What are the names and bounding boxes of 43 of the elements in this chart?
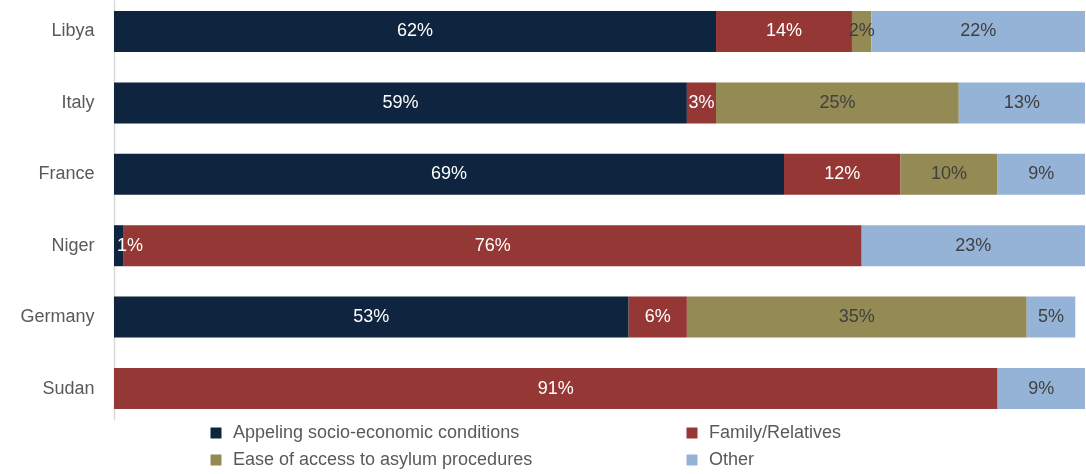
data-label: 23% (955, 234, 992, 255)
legend-label: Family/Relatives (709, 422, 842, 442)
y-tick-label: Italy (61, 91, 95, 112)
data-label: 59% (382, 91, 419, 112)
legend-label: Appeling socio-economic conditions (233, 422, 520, 442)
bar (686, 296, 1027, 338)
data-label: 25% (819, 91, 856, 112)
legend-label: Ease of access to asylum procedures (233, 449, 533, 469)
bar (861, 225, 1085, 267)
data-label: 5% (1038, 306, 1065, 327)
data-label: 14% (765, 20, 803, 41)
data-label: 76% (474, 234, 511, 255)
y-tick-label: Sudan (42, 377, 95, 398)
y-tick-label: Germany (20, 306, 95, 327)
data-label: 13% (1003, 91, 1040, 112)
data-label: 91% (537, 377, 574, 398)
data-label: 9% (1028, 163, 1055, 184)
y-tick-label: Libya (51, 20, 96, 41)
data-label: 69% (430, 163, 468, 184)
data-label: 35% (838, 306, 875, 327)
bar (716, 82, 959, 124)
data-label: 12% (824, 163, 861, 184)
bar (997, 153, 1085, 195)
bar (900, 153, 998, 195)
y-tick-label: France (38, 163, 95, 184)
bar (997, 368, 1085, 409)
data-label: 9% (1028, 377, 1055, 398)
data-label: 62% (396, 20, 434, 41)
bar (628, 296, 687, 338)
bar (114, 82, 687, 124)
legend-label: Other (709, 449, 755, 469)
y-tick-label: Niger (51, 234, 95, 255)
data-label: 53% (353, 306, 390, 327)
bar (783, 153, 901, 195)
data-label: 3% (688, 91, 715, 112)
bar (958, 82, 1085, 124)
data-label: 10% (931, 163, 968, 184)
bar (114, 368, 998, 409)
bar (114, 11, 717, 52)
bar (114, 296, 629, 338)
data-label: 6% (644, 306, 671, 327)
data-label: 22% (960, 20, 997, 41)
bar (114, 153, 784, 195)
